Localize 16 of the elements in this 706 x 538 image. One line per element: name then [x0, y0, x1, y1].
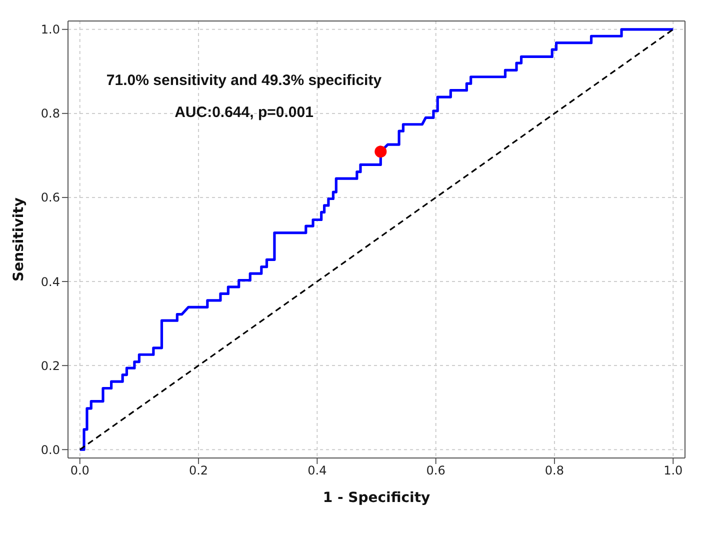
- x-axis-title: 1 - Specificity: [322, 490, 430, 506]
- x-tick-label: 0.0: [70, 464, 90, 478]
- y-tick-label: 0.2: [40, 358, 60, 373]
- y-tick-label: 0.8: [40, 106, 60, 121]
- note-text: 71.0% sensitivity and 49.3% specificity: [106, 72, 382, 89]
- note-text: AUC:0.644, p=0.001: [174, 104, 314, 121]
- y-tick-label: 0.6: [40, 190, 60, 205]
- x-tick-label: 0.2: [188, 464, 208, 478]
- y-tick-label: 0.4: [40, 274, 60, 289]
- x-tick-label: 0.4: [308, 464, 327, 478]
- y-axis-title: Sensitivity: [10, 198, 27, 282]
- x-tick-label: 0.6: [426, 464, 446, 478]
- x-tick-label: 1.0: [664, 464, 683, 478]
- y-tick-label: 0.0: [40, 442, 60, 457]
- y-tick-label: 1.0: [40, 22, 60, 37]
- x-tick-label: 0.8: [544, 464, 564, 478]
